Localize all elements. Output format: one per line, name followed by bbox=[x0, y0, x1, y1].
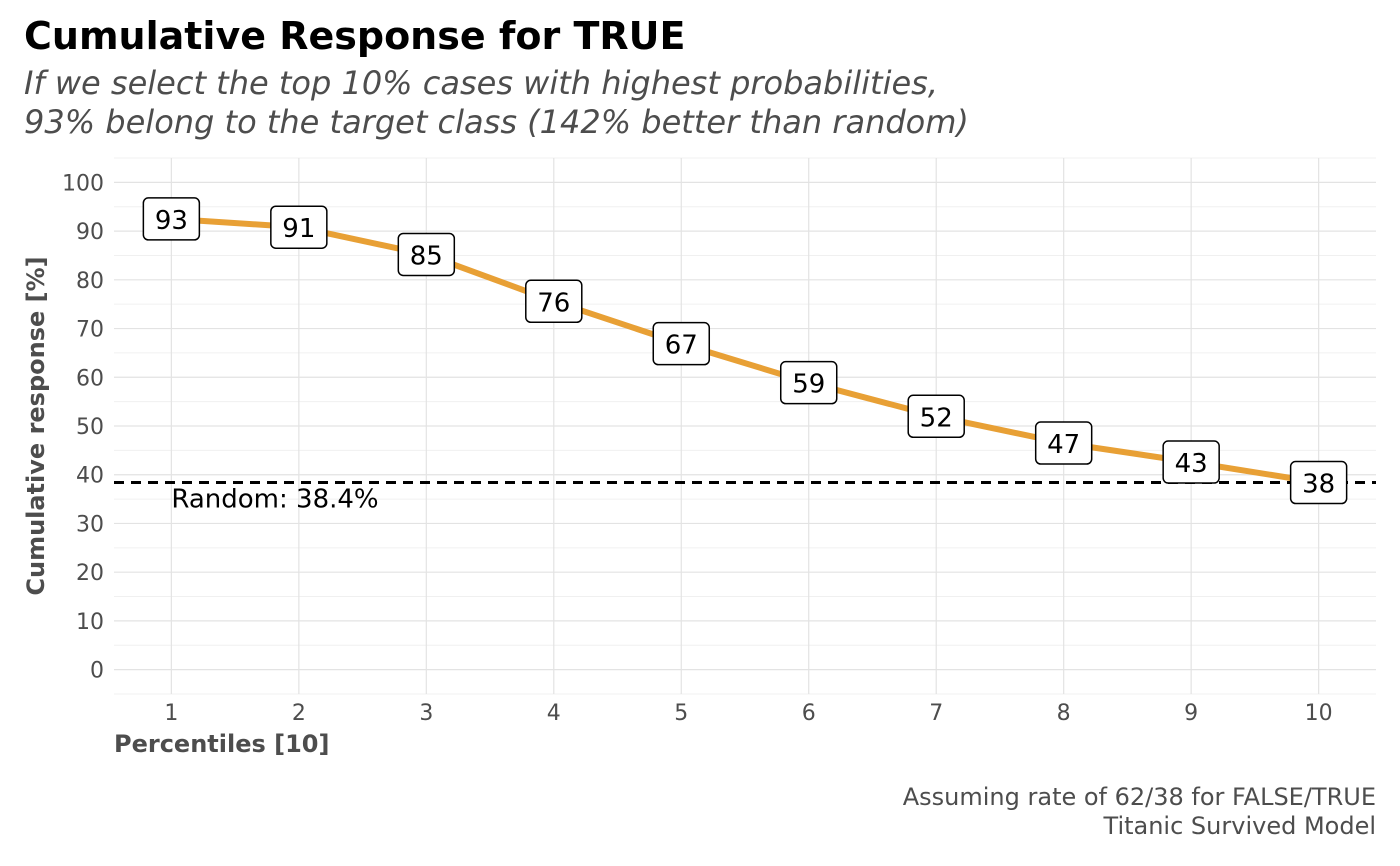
data-label: 67 bbox=[652, 321, 711, 366]
x-tick-label: 5 bbox=[674, 701, 688, 726]
y-tick-label: 50 bbox=[76, 415, 104, 440]
data-label-box bbox=[397, 232, 456, 277]
data-label-text: 76 bbox=[537, 288, 570, 318]
grid-minor bbox=[114, 157, 1376, 695]
data-label-text: 38 bbox=[1302, 470, 1335, 500]
y-tick-label: 80 bbox=[76, 269, 104, 294]
y-tick-label: 30 bbox=[76, 512, 104, 537]
data-label-box bbox=[652, 321, 711, 366]
data-label: 38 bbox=[1289, 460, 1348, 505]
y-tick-label: 10 bbox=[76, 610, 104, 635]
data-label-text: 52 bbox=[920, 403, 953, 433]
random-reference: Random: 38.4% bbox=[114, 481, 1376, 515]
x-tick-label: 7 bbox=[929, 701, 943, 726]
data-label-box bbox=[1289, 460, 1348, 505]
data-label-text: 67 bbox=[665, 331, 698, 361]
x-tick-label: 3 bbox=[419, 701, 433, 726]
y-axis-title: Cumulative response [%] bbox=[22, 256, 50, 595]
y-tick-label: 0 bbox=[90, 659, 104, 684]
data-label-text: 59 bbox=[792, 370, 825, 400]
x-tick-label: 1 bbox=[164, 701, 178, 726]
y-tick-label: 90 bbox=[76, 220, 104, 245]
y-tick-label: 40 bbox=[76, 464, 104, 489]
x-axis-title: Percentiles [10] bbox=[114, 730, 329, 758]
data-label: 43 bbox=[1162, 440, 1220, 484]
data-label-box bbox=[1034, 421, 1093, 465]
data-label-text: 43 bbox=[1175, 449, 1208, 479]
data-label-box bbox=[525, 279, 583, 324]
data-label-text: 91 bbox=[282, 214, 315, 244]
y-tick-label: 60 bbox=[76, 366, 104, 391]
chart-subtitle-line-1: If we select the top 10% cases with high… bbox=[24, 64, 938, 102]
x-tick-label: 8 bbox=[1057, 701, 1071, 726]
data-label-box bbox=[270, 205, 328, 249]
data-label: 85 bbox=[397, 232, 456, 277]
data-label-text: 85 bbox=[410, 241, 443, 271]
data-label-text: 47 bbox=[1047, 430, 1080, 460]
data-labels: 93 91 85 76 67 59 52 47 43 38 bbox=[142, 197, 1348, 505]
data-label: 76 bbox=[525, 279, 583, 324]
x-tick-label: 10 bbox=[1305, 701, 1333, 726]
data-label: 93 bbox=[142, 197, 201, 241]
y-tick-label: 70 bbox=[76, 318, 104, 343]
y-tick-label: 20 bbox=[76, 561, 104, 586]
x-tick-label: 9 bbox=[1184, 701, 1198, 726]
caption-line-1: Assuming rate of 62/38 for FALSE/TRUE bbox=[902, 783, 1376, 811]
data-label-text: 93 bbox=[155, 206, 188, 236]
x-tick-label: 2 bbox=[292, 701, 306, 726]
random-reference-label: Random: 38.4% bbox=[171, 485, 378, 515]
data-label-box bbox=[907, 394, 965, 439]
series-layer bbox=[168, 215, 1322, 486]
y-tick-label: 100 bbox=[62, 171, 104, 196]
data-label: 52 bbox=[907, 394, 965, 439]
x-tick-label: 6 bbox=[802, 701, 816, 726]
x-axis-ticks: 1 2 3 4 5 6 7 8 9 10 bbox=[164, 701, 1332, 726]
caption-line-2: Titanic Survived Model bbox=[1103, 812, 1376, 840]
data-label: 59 bbox=[779, 360, 838, 405]
data-label-box bbox=[1162, 440, 1220, 484]
data-label: 47 bbox=[1034, 421, 1093, 465]
y-axis-ticks: 0 10 20 30 40 50 60 70 80 90 100 bbox=[62, 171, 104, 683]
x-tick-label: 4 bbox=[547, 701, 561, 726]
chart-title: Cumulative Response for TRUE bbox=[24, 14, 686, 58]
data-label-box bbox=[779, 360, 838, 405]
data-label: 91 bbox=[270, 205, 328, 249]
series-line bbox=[168, 215, 1322, 486]
chart-subtitle-line-2: 93% belong to the target class (142% bet… bbox=[24, 103, 969, 141]
data-label-box bbox=[142, 197, 201, 241]
